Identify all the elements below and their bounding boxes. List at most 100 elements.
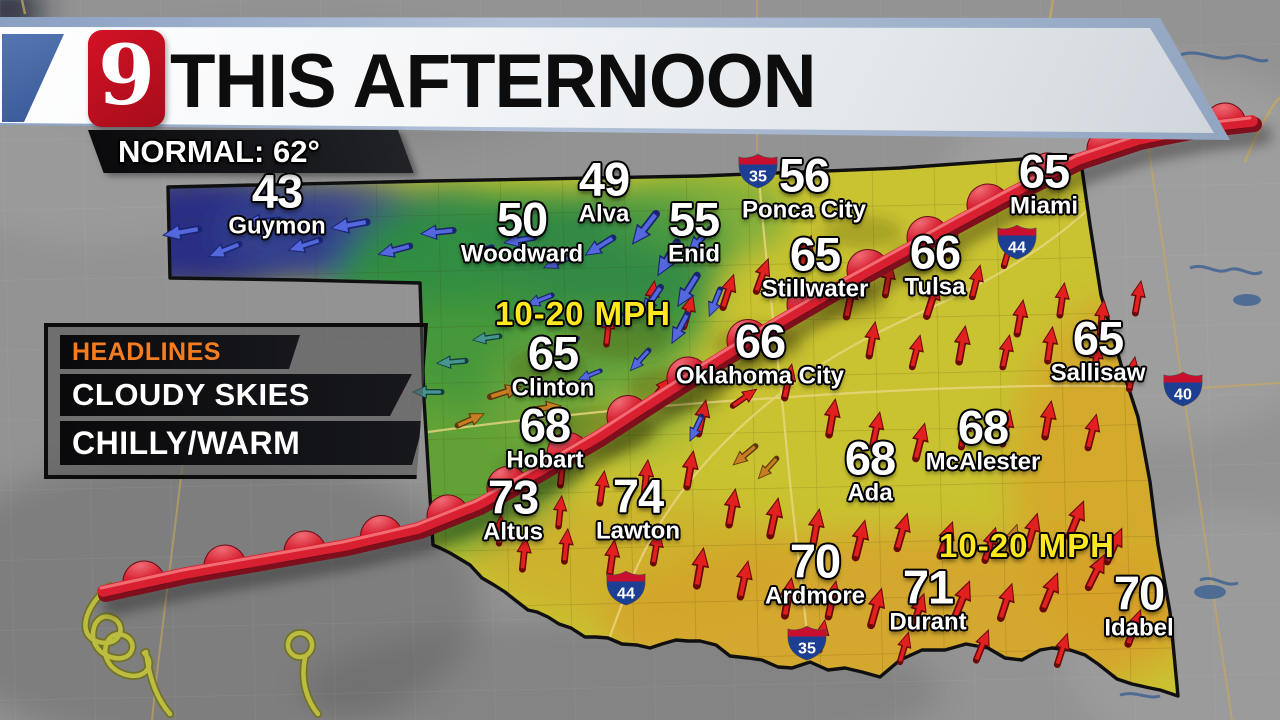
wind-arrow-red bbox=[1053, 632, 1070, 668]
interstate-shields: 35 44 40 44 35 bbox=[606, 153, 1203, 661]
wind-arrow-blue bbox=[689, 413, 705, 442]
wind-arrow-red bbox=[604, 538, 621, 578]
normal-temp-label: NORMAL: 62° bbox=[118, 134, 320, 169]
wind-arrow-orange bbox=[1004, 523, 1020, 557]
headlines-title: HEADLINES bbox=[72, 337, 221, 366]
wind-arrow-red bbox=[1124, 608, 1143, 648]
wind-arrow-red bbox=[1054, 281, 1070, 319]
wind-arrow-red bbox=[1023, 512, 1041, 553]
wind-arrow-blue bbox=[629, 347, 652, 372]
wind-arrow-blue bbox=[241, 213, 283, 231]
headline-item: CLOUDY SKIES bbox=[72, 377, 310, 412]
wind-arrow-blue bbox=[677, 271, 701, 308]
wind-arrow-red bbox=[1103, 527, 1123, 566]
svg-text:44: 44 bbox=[1008, 239, 1026, 257]
wind-arrow-red bbox=[1094, 298, 1111, 338]
wind-arrow-blue bbox=[461, 244, 495, 260]
wind-arrow-red bbox=[911, 422, 929, 463]
warm-front bbox=[97, 102, 1272, 615]
wind-arrow-red bbox=[922, 280, 941, 320]
wind-arrow-red bbox=[1012, 298, 1029, 338]
svg-text:40: 40 bbox=[1174, 386, 1192, 404]
wind-arrow-red bbox=[851, 519, 870, 562]
banner-bar bbox=[0, 27, 1214, 133]
wind-arrow-red bbox=[864, 320, 881, 360]
wind-arrow-teal bbox=[471, 331, 503, 345]
wind-arrow-red bbox=[893, 512, 911, 553]
wind-arrow-red bbox=[735, 560, 753, 601]
wind-arrow-blue bbox=[161, 223, 203, 241]
wind-arrow-red bbox=[681, 449, 699, 491]
wind-arrow-red bbox=[968, 264, 984, 301]
interstate-44-shield: 44 bbox=[997, 224, 1037, 260]
wind-arrow-red bbox=[1084, 413, 1101, 452]
wind-arrow-orange bbox=[732, 443, 759, 466]
wind-arrow-blue bbox=[584, 234, 617, 256]
wind-arrow-red bbox=[868, 411, 885, 450]
interstate-40-shield: 40 bbox=[1163, 371, 1203, 407]
wind-arrow-red bbox=[956, 413, 972, 451]
wind-arrow-blue bbox=[287, 236, 323, 253]
wind-arrow-red bbox=[1130, 279, 1146, 317]
wind-arrow-blue bbox=[687, 225, 715, 254]
svg-text:44: 44 bbox=[617, 585, 635, 603]
banner-title: THIS AFTERNOON bbox=[170, 39, 817, 124]
station-logo: 9 bbox=[88, 30, 165, 127]
wind-arrow-red bbox=[552, 494, 568, 530]
wind-arrow-teal bbox=[435, 355, 469, 369]
svg-text:35: 35 bbox=[798, 640, 816, 658]
wind-arrow-blue bbox=[641, 283, 664, 316]
wind-arrow-blue bbox=[542, 253, 574, 269]
svg-text:35: 35 bbox=[749, 168, 767, 186]
wind-arrow-red bbox=[896, 631, 912, 666]
wind-arrow-blue bbox=[597, 311, 624, 327]
wind-arrow-red bbox=[691, 546, 710, 590]
wind-arrow-red bbox=[752, 257, 771, 295]
wind-arrow-red bbox=[1124, 355, 1140, 393]
wind-arrow-blue bbox=[419, 224, 457, 240]
wind-arrow-red bbox=[516, 535, 532, 573]
wind-arrow-blue bbox=[502, 233, 538, 248]
wind-arrow-red bbox=[1039, 399, 1057, 441]
wind-arrow-blue bbox=[329, 216, 371, 234]
wind-arrow-red bbox=[779, 576, 798, 620]
wind-arrow-blue bbox=[577, 368, 603, 381]
wind-arrow-blue bbox=[657, 238, 681, 277]
wind-arrow-red bbox=[1065, 500, 1085, 541]
wind-arrow-red bbox=[723, 487, 741, 529]
wind-arrow-blue bbox=[708, 286, 724, 318]
interstate-35-shield: 35 bbox=[738, 153, 778, 189]
wind-arrow-red bbox=[998, 334, 1014, 371]
wind-arrow-red bbox=[807, 507, 825, 549]
interstate-44-shield: 44 bbox=[606, 570, 646, 606]
wind-arrow-red bbox=[823, 580, 841, 621]
wind-arrow-red bbox=[648, 529, 664, 567]
interstate-35-shield: 35 bbox=[787, 625, 827, 661]
wind-arrow-red bbox=[1042, 325, 1059, 365]
station-logo-digit: 9 bbox=[97, 27, 156, 124]
rivers-lakes bbox=[1119, 51, 1269, 699]
wind-arrow-red bbox=[996, 582, 1015, 622]
yellow-scribble bbox=[81, 582, 322, 718]
wind-arrow-red bbox=[951, 580, 971, 621]
wind-arrow-red bbox=[908, 592, 927, 632]
wind-arrow-red bbox=[972, 628, 990, 664]
wind-arrow-red bbox=[1039, 572, 1059, 613]
wind-arrow-red bbox=[936, 520, 955, 560]
wind-arrow-red bbox=[719, 273, 737, 311]
wind-arrow-orange bbox=[757, 455, 780, 480]
headline-item-bar: CHILLY/WARM bbox=[60, 421, 424, 465]
wind-arrow-blue bbox=[207, 240, 243, 258]
wind-arrow-red bbox=[558, 527, 574, 565]
wind-arrow-red bbox=[1084, 553, 1105, 592]
wind-arrow-red bbox=[908, 334, 924, 371]
wind-arrows bbox=[161, 209, 1146, 668]
wind-arrow-red bbox=[953, 324, 971, 366]
wind-arrow-red bbox=[765, 497, 784, 540]
wind-arrow-red bbox=[638, 458, 655, 498]
wind-arrow-red bbox=[867, 587, 886, 630]
headlines-panel: HEADLINES CLOUDY SKIES CHILLY/WARM bbox=[44, 323, 428, 479]
wind-arrow-blue bbox=[671, 311, 691, 345]
wind-arrow-red bbox=[594, 469, 610, 507]
